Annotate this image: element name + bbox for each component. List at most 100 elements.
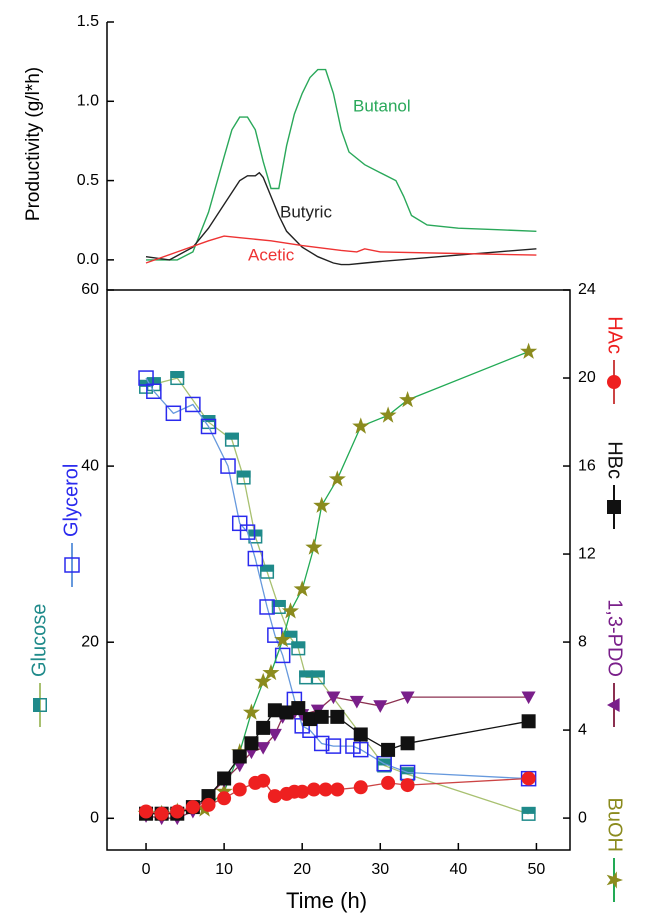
marker	[399, 764, 416, 781]
marker	[267, 728, 282, 742]
plot-frame	[106, 289, 571, 851]
marker-part	[201, 415, 216, 423]
marker-part	[224, 432, 239, 440]
y-tick-label: 60	[81, 281, 99, 298]
marker-part	[248, 529, 263, 537]
marker	[247, 550, 264, 567]
marker	[185, 800, 200, 815]
marker	[254, 672, 272, 689]
marker	[154, 806, 169, 821]
legend-entry: HBc	[604, 441, 626, 529]
marker	[326, 691, 341, 705]
marker	[606, 871, 623, 889]
marker-part	[260, 564, 275, 579]
marker	[313, 735, 330, 752]
series-line	[145, 235, 537, 264]
legend-entry: 1,3-PDO	[604, 599, 626, 727]
marker	[291, 641, 306, 656]
series-line	[145, 377, 529, 815]
marker-part	[291, 641, 306, 656]
marker	[271, 599, 286, 614]
marker-part	[521, 806, 536, 821]
marker-part	[521, 806, 536, 814]
legend-entry: Glycerol	[60, 464, 82, 587]
y-tick-label: 0.0	[77, 251, 99, 268]
marker	[349, 695, 364, 709]
marker	[352, 417, 370, 434]
y-tick-label: 40	[81, 457, 99, 474]
y-tick-label: 0.5	[77, 172, 99, 189]
legend-label: 1,3-PDO	[604, 599, 626, 677]
marker	[139, 804, 154, 819]
marker-part	[170, 371, 185, 386]
legend-label: BuOH	[604, 798, 626, 852]
marker	[267, 789, 282, 804]
x-tick-label: 0	[142, 861, 151, 878]
marker	[325, 738, 342, 754]
legend-label: Glycerol	[60, 464, 82, 537]
marker	[239, 524, 256, 540]
marker	[400, 736, 415, 751]
marker	[279, 705, 294, 720]
marker	[313, 496, 331, 513]
marker-part	[271, 599, 286, 607]
marker	[521, 771, 536, 786]
marker	[520, 342, 538, 359]
marker-part	[283, 630, 298, 638]
marker	[399, 391, 417, 408]
marker	[353, 727, 368, 742]
marker	[381, 742, 396, 757]
y-tick-label: 1.0	[77, 93, 99, 110]
legend-label: HAc	[604, 316, 626, 354]
marker	[244, 736, 259, 751]
series-label: Butyric	[280, 202, 332, 221]
marker	[400, 691, 415, 705]
marker	[303, 712, 318, 727]
marker-part	[260, 564, 275, 572]
legend-entry: BuOH	[604, 798, 626, 902]
marker	[330, 709, 345, 724]
marker	[185, 396, 201, 413]
y2-tick-label: 0	[578, 809, 587, 826]
y-tick-label: 1.5	[77, 13, 99, 30]
y-axis-label: Productivity (g/l*h)	[23, 67, 44, 221]
marker	[274, 647, 291, 664]
x-tick-label: 10	[215, 861, 233, 878]
x-tick-label: 20	[293, 861, 311, 878]
x-axis-label: Time (h)	[286, 888, 367, 913]
marker	[305, 538, 323, 555]
marker	[170, 371, 185, 386]
marker	[215, 782, 233, 799]
marker-part	[400, 767, 415, 775]
marker-part	[377, 758, 392, 766]
marker	[281, 602, 299, 619]
y2-tick-label: 20	[578, 369, 596, 386]
marker	[379, 406, 397, 423]
marker-part	[33, 698, 47, 712]
marker	[267, 703, 282, 718]
marker	[64, 557, 80, 573]
marker	[607, 375, 621, 389]
marker	[256, 720, 271, 735]
marker	[224, 432, 239, 447]
marker-part	[299, 670, 314, 678]
marker	[260, 564, 275, 579]
marker	[139, 379, 154, 394]
legend-entry: Glucose	[28, 604, 50, 727]
marker	[291, 701, 306, 716]
marker	[256, 773, 271, 788]
marker	[295, 784, 310, 799]
marker	[521, 714, 536, 729]
y2-tick-label: 4	[578, 721, 587, 738]
marker	[310, 670, 325, 685]
marker	[146, 383, 162, 400]
marker	[381, 775, 396, 790]
marker	[256, 742, 271, 755]
marker-part	[291, 641, 306, 649]
marker	[373, 700, 388, 713]
marker-part	[170, 371, 185, 379]
marker	[259, 599, 275, 615]
marker-part	[139, 379, 154, 394]
x-tick-label: 40	[449, 861, 467, 878]
